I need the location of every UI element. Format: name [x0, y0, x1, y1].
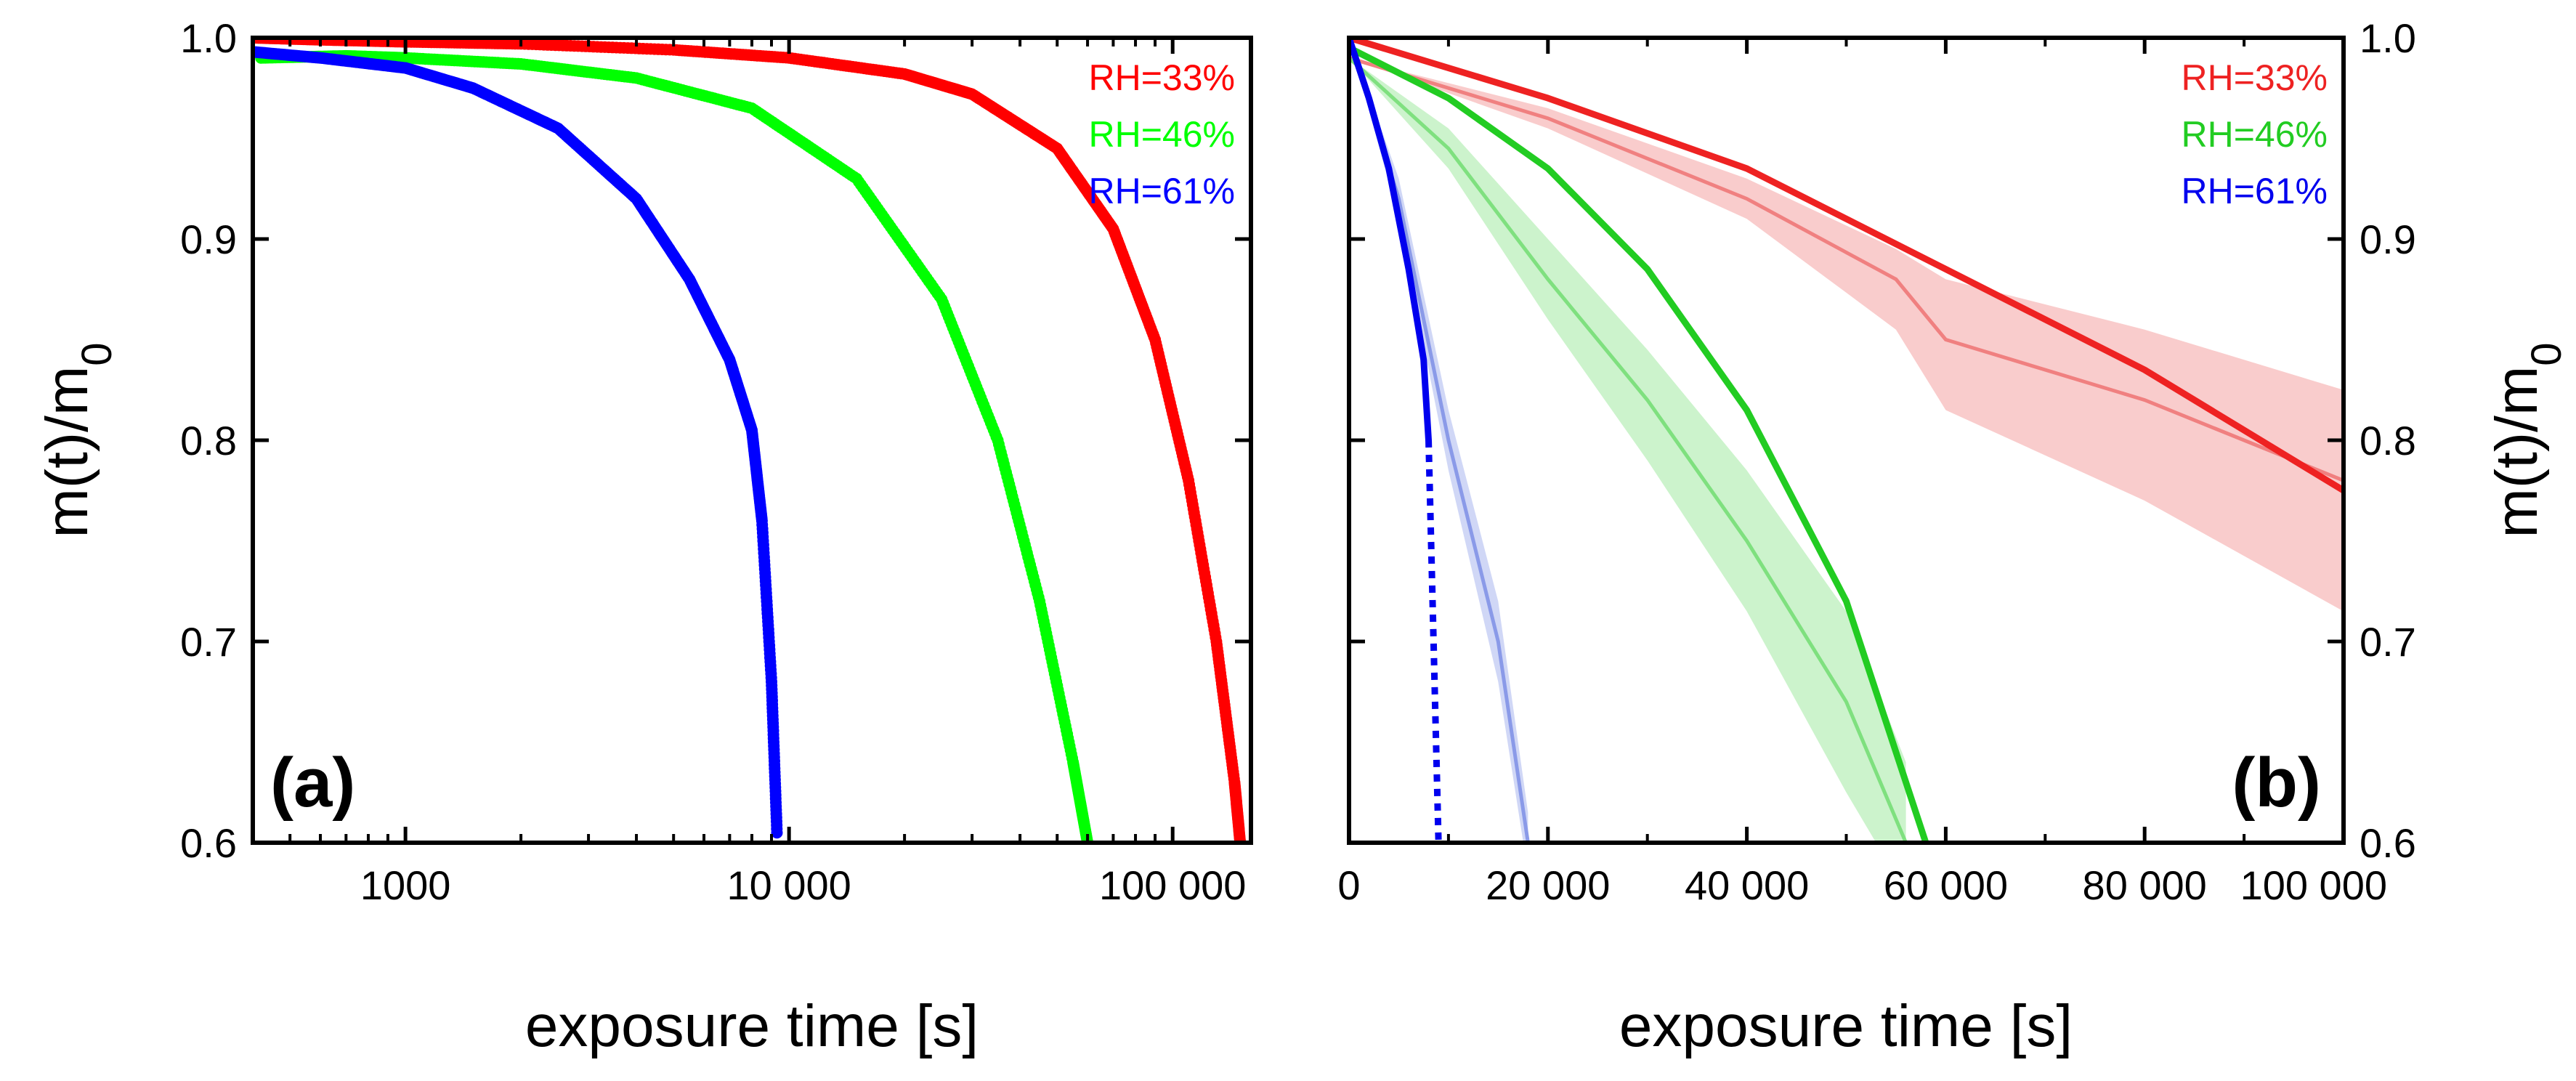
panel-a: 1000 10 000 100 000 0.6 0.7 0.8 0.9 1.0 (a) RH=… [34, 15, 1253, 1059]
series-b-dotted-drop [1425, 440, 1442, 843]
y-tick-label-a: 0.7 [180, 619, 237, 665]
y-axis-label-b: m(t)/m0 [2484, 342, 2570, 538]
series-b-2 [1349, 38, 1432, 444]
series-b-0 [1349, 38, 2344, 494]
y-tick-label-b: 0.9 [2360, 216, 2416, 262]
y-axis-label-a: m(t)/m0 [34, 342, 121, 538]
x-tick-label-b: 60 000 [1884, 862, 2008, 908]
legend-entry-b: RH=61% [2182, 171, 2328, 211]
y-tick-label-a: 0.9 [180, 216, 237, 262]
reference-curve-0 [1349, 56, 2344, 482]
legend-entry-a: RH=61% [1089, 171, 1236, 211]
legend-entry-b: RH=46% [2182, 114, 2328, 155]
x-tick-label-a: 100 000 [1099, 862, 1246, 908]
x-axis-label-a: exposure time [s] [525, 993, 979, 1059]
reference-curve-1 [1349, 56, 1908, 843]
x-tick-label-b: 20 000 [1486, 862, 1610, 908]
series-a-0 [253, 38, 1247, 843]
y-tick-label-a: 1.0 [180, 15, 237, 61]
reference-band-0 [1349, 57, 2344, 612]
series-a-2-point [771, 827, 783, 839]
y-axis-label-a-main: m(t)/m [34, 366, 100, 538]
y-tick-label-b: 0.6 [2360, 820, 2416, 866]
panel-label-b: (b) [2232, 744, 2321, 822]
y-tick-label-a: 0.6 [180, 820, 237, 866]
y-axis-label-b-sub: 0 [2523, 342, 2570, 365]
y-axis-label-a-sub: 0 [73, 342, 121, 365]
legend-entry-a: RH=33% [1089, 57, 1236, 98]
y-tick-label-b: 0.8 [2360, 418, 2416, 463]
panel-label-a: (a) [270, 744, 355, 822]
x-tick-label-a: 10 000 [727, 862, 851, 908]
series-b-1 [1349, 44, 1929, 843]
y-axis-label-b-main: m(t)/m [2484, 366, 2550, 538]
x-tick-label-a: 1000 [360, 862, 451, 908]
x-tick-label-b: 40 000 [1685, 862, 1809, 908]
x-tick-label-b: 100 000 [2240, 862, 2387, 908]
series-a-2 [253, 46, 783, 839]
legend-entry-b: RH=33% [2182, 57, 2328, 98]
series-a-1 [255, 49, 1094, 843]
x-axis-label-b: exposure time [s] [1619, 993, 2073, 1059]
y-tick-label-a: 0.8 [180, 418, 237, 463]
reference-band-1 [1349, 57, 1906, 843]
x-tick-label-b: 80 000 [2083, 862, 2207, 908]
y-tick-label-b: 0.7 [2360, 619, 2416, 665]
y-tick-label-b: 1.0 [2360, 15, 2416, 61]
legend-entry-a: RH=46% [1089, 114, 1236, 155]
x-tick-label-b: 0 [1337, 862, 1360, 908]
